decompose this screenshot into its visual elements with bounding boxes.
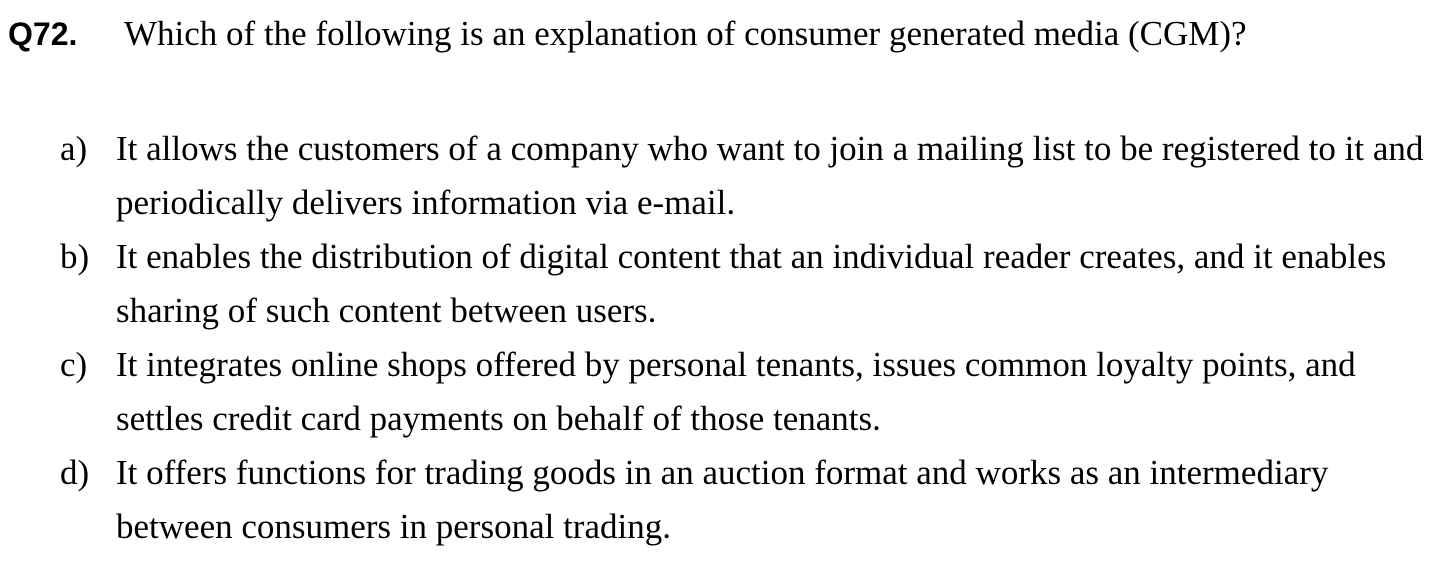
option-letter: d): [60, 453, 90, 492]
answer-options-list: a) It allows the customers of a company …: [60, 122, 1430, 554]
answer-option-a: a) It allows the customers of a company …: [60, 122, 1430, 230]
question-header: Q72. Which of the following is an explana…: [8, 14, 1438, 54]
option-letter: c): [60, 345, 88, 384]
answer-option-b: b) It enables the distribution of digita…: [60, 230, 1430, 338]
question-number: Q72.: [8, 16, 78, 52]
option-text: It enables the distribution of digital c…: [116, 237, 1387, 330]
option-text: It integrates online shops offered by pe…: [116, 345, 1356, 438]
option-text: It offers functions for trading goods in…: [116, 453, 1329, 546]
question-text: Which of the following is an explanation…: [124, 14, 1247, 53]
option-letter: a): [60, 129, 88, 168]
answer-option-c: c) It integrates online shops offered by…: [60, 338, 1430, 446]
answer-option-d: d) It offers functions for trading goods…: [60, 446, 1430, 554]
option-text: It allows the customers of a company who…: [116, 129, 1424, 222]
option-letter: b): [60, 237, 90, 276]
